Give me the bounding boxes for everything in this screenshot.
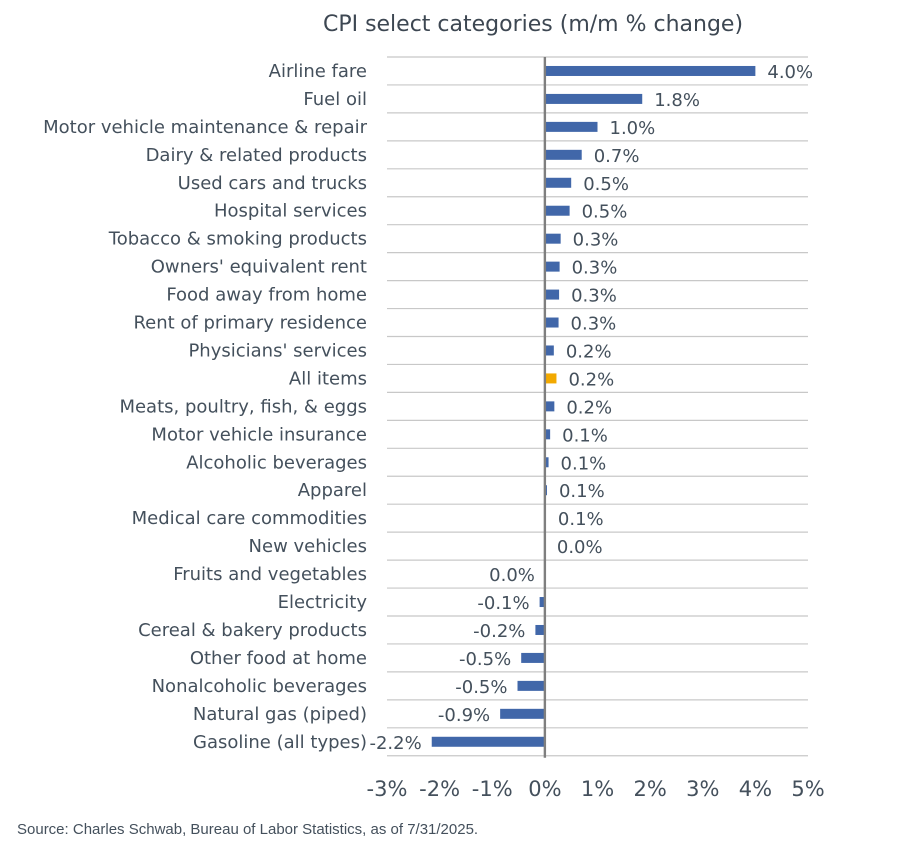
bar-motor-vehicle-insurance [544, 429, 551, 440]
bar-owners-equivalent-rent [544, 261, 560, 272]
value-label: 0.3% [571, 314, 617, 335]
value-label: -0.5% [455, 677, 507, 698]
bar-airline-fare [544, 65, 756, 76]
x-tick-label: -1% [472, 777, 513, 801]
bar-tobacco-smoking-products [544, 233, 561, 244]
bar-alcoholic-beverages [544, 457, 549, 468]
value-label: 0.2% [566, 341, 612, 362]
bar-other-food-at-home [521, 652, 545, 663]
value-label: 0.1% [559, 481, 605, 502]
x-tick-label: -2% [419, 777, 460, 801]
bar-electricity [539, 597, 545, 608]
category-label: Nonalcoholic beverages [152, 676, 367, 697]
bar-fuel-oil [544, 93, 643, 104]
value-label: 0.1% [562, 425, 608, 446]
bar-food-away-from-home [544, 289, 560, 300]
category-labels: Airline fare Fuel oil Motor vehicle mainte… [43, 61, 368, 753]
bar-physicians-services [544, 345, 554, 356]
value-label: 0.0% [557, 537, 603, 558]
value-label: -0.2% [473, 621, 525, 642]
category-label: Alcoholic beverages [186, 452, 367, 473]
x-tick-label: 5% [791, 777, 824, 801]
category-label: New vehicles [249, 536, 367, 557]
category-label: All items [289, 368, 367, 389]
value-label: 0.2% [566, 397, 612, 418]
x-tick-label: -3% [367, 777, 408, 801]
value-label: 4.0% [767, 62, 813, 83]
value-label: 0.1% [558, 509, 604, 530]
value-label: -0.1% [477, 593, 529, 614]
x-tick-label: 1% [581, 777, 614, 801]
category-label: Dairy & related products [146, 145, 367, 166]
category-label: Medical care commodities [132, 508, 367, 529]
value-label: 0.3% [572, 258, 618, 279]
category-label: Owners' equivalent rent [151, 257, 367, 278]
value-label: 0.3% [571, 286, 617, 307]
bar-hospital-services [544, 205, 570, 216]
category-label: Apparel [298, 480, 367, 501]
x-tick-label: 0% [528, 777, 561, 801]
value-label: 0.1% [561, 453, 607, 474]
value-label: 0.7% [594, 146, 640, 167]
x-tick-label: 3% [686, 777, 719, 801]
category-label: Motor vehicle insurance [151, 424, 367, 445]
value-label: 0.0% [489, 565, 535, 586]
gridlines [387, 56, 808, 757]
value-label: -0.9% [438, 705, 490, 726]
bar-natural-gas-piped [500, 708, 545, 719]
bar-dairy-related-products [544, 149, 582, 160]
value-label: -0.5% [459, 649, 511, 670]
value-labels: 4.0% 1.8% 1.0% 0.7% 0.5% 0.5% 0.3% 0.3% 0.3% 0.3%… [369, 62, 813, 754]
x-tick-label: 4% [739, 777, 772, 801]
value-label: 1.0% [610, 118, 656, 139]
chart-title: CPI select categories (m/m % change) [322, 12, 744, 37]
category-label: Cereal & bakery products [138, 620, 367, 641]
category-label: Fruits and vegetables [173, 564, 367, 585]
category-label: Physicians' services [188, 340, 367, 361]
value-label: 1.8% [654, 90, 700, 111]
category-label: Meats, poultry, fish, & eggs [119, 396, 367, 417]
category-label: Rent of primary residence [133, 313, 367, 334]
category-label: Fuel oil [303, 89, 367, 110]
bars [431, 65, 756, 747]
category-label: Natural gas (piped) [193, 704, 367, 725]
bar-rent-of-primary-residence [544, 317, 559, 328]
source-note: Source: Charles Schwab, Bureau of Labor … [17, 821, 479, 838]
bar-nonalcoholic-beverages [517, 680, 545, 691]
bar-cereal-bakery-products [535, 624, 545, 635]
value-label: 0.2% [568, 369, 614, 390]
bar-meats-poultry-fish-eggs [544, 401, 555, 412]
category-label: Other food at home [190, 648, 367, 669]
category-label: Tobacco & smoking products [108, 229, 367, 250]
bar-gasoline-all-types [431, 736, 545, 747]
x-tick-label: 2% [633, 777, 666, 801]
category-label: Gasoline (all types) [193, 732, 367, 753]
bar-all-items [544, 373, 557, 384]
category-label: Hospital services [214, 201, 367, 222]
category-label: Used cars and trucks [178, 173, 367, 194]
value-label: 0.5% [583, 174, 629, 195]
value-label: -2.2% [369, 733, 421, 754]
category-label: Food away from home [166, 285, 367, 306]
bar-motor-vehicle-maintenance-repair [544, 121, 598, 132]
category-label: Motor vehicle maintenance & repair [43, 117, 368, 138]
value-label: 0.5% [582, 202, 628, 223]
category-label: Airline fare [269, 61, 367, 82]
category-label: Electricity [278, 592, 368, 613]
bar-used-cars-and-trucks [544, 177, 572, 188]
x-axis-tick-labels: -3% -2% -1% 0% 1% 2% 3% 4% 5% [367, 777, 825, 801]
value-label: 0.3% [573, 230, 619, 251]
